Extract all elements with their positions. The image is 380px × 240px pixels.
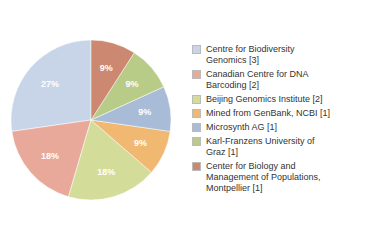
svg-text:27%: 27% <box>41 79 59 89</box>
html-text:Centre for Biodiversity Genomi: Centre for Biodiversity Genomics [3] <box>206 43 295 65</box>
html-text:Mined from GenBank, NCBI [1]: Mined from GenBank, NCBI [1] <box>206 107 331 118</box>
html-text:Center for Biology and Managem: Center for Biology and Management of Pop… <box>206 160 321 193</box>
svg-text:9%: 9% <box>134 138 147 148</box>
html-text:Karl-Franzens University of Gr: Karl-Franzens University of Graz [1] <box>206 135 315 157</box>
svg-text:18%: 18% <box>41 151 59 161</box>
svg-text:18%: 18% <box>97 167 115 177</box>
svg-text:9%: 9% <box>138 107 151 117</box>
html-text:Microsynth AG [1]: Microsynth AG [1] <box>206 121 277 132</box>
svg-text:9%: 9% <box>126 79 139 89</box>
svg-text:9%: 9% <box>100 63 113 73</box>
html-text:Canadian Centre for DNA Barcod: Canadian Centre for DNA Barcoding [2] <box>206 68 309 90</box>
html-text:Beijing Genomics Institute [2]: Beijing Genomics Institute [2] <box>206 93 323 104</box>
